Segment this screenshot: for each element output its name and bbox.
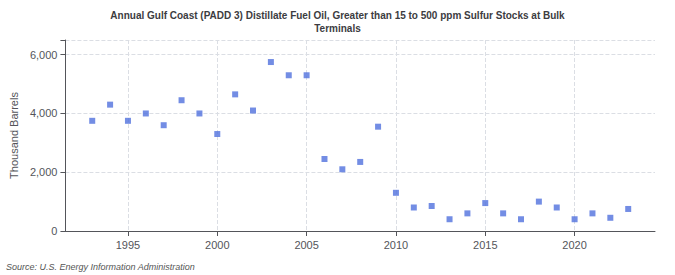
svg-text:1995: 1995 <box>116 239 140 251</box>
svg-text:2020: 2020 <box>562 239 586 251</box>
svg-text:Source: U.S. Energy Informatio: Source: U.S. Energy Information Administ… <box>6 262 195 272</box>
svg-text:2000: 2000 <box>205 239 229 251</box>
svg-text:Thousand Barrels: Thousand Barrels <box>8 92 20 179</box>
svg-text:4,000: 4,000 <box>30 107 58 119</box>
svg-text:2015: 2015 <box>473 239 497 251</box>
svg-text:Annual Gulf Coast (PADD 3) Dis: Annual Gulf Coast (PADD 3) Distillate Fu… <box>110 10 565 21</box>
svg-text:Terminals: Terminals <box>314 23 361 34</box>
svg-text:0: 0 <box>51 225 57 237</box>
svg-text:2005: 2005 <box>294 239 318 251</box>
svg-text:2,000: 2,000 <box>30 166 58 178</box>
svg-text:2010: 2010 <box>384 239 408 251</box>
svg-text:6,000: 6,000 <box>30 49 58 61</box>
